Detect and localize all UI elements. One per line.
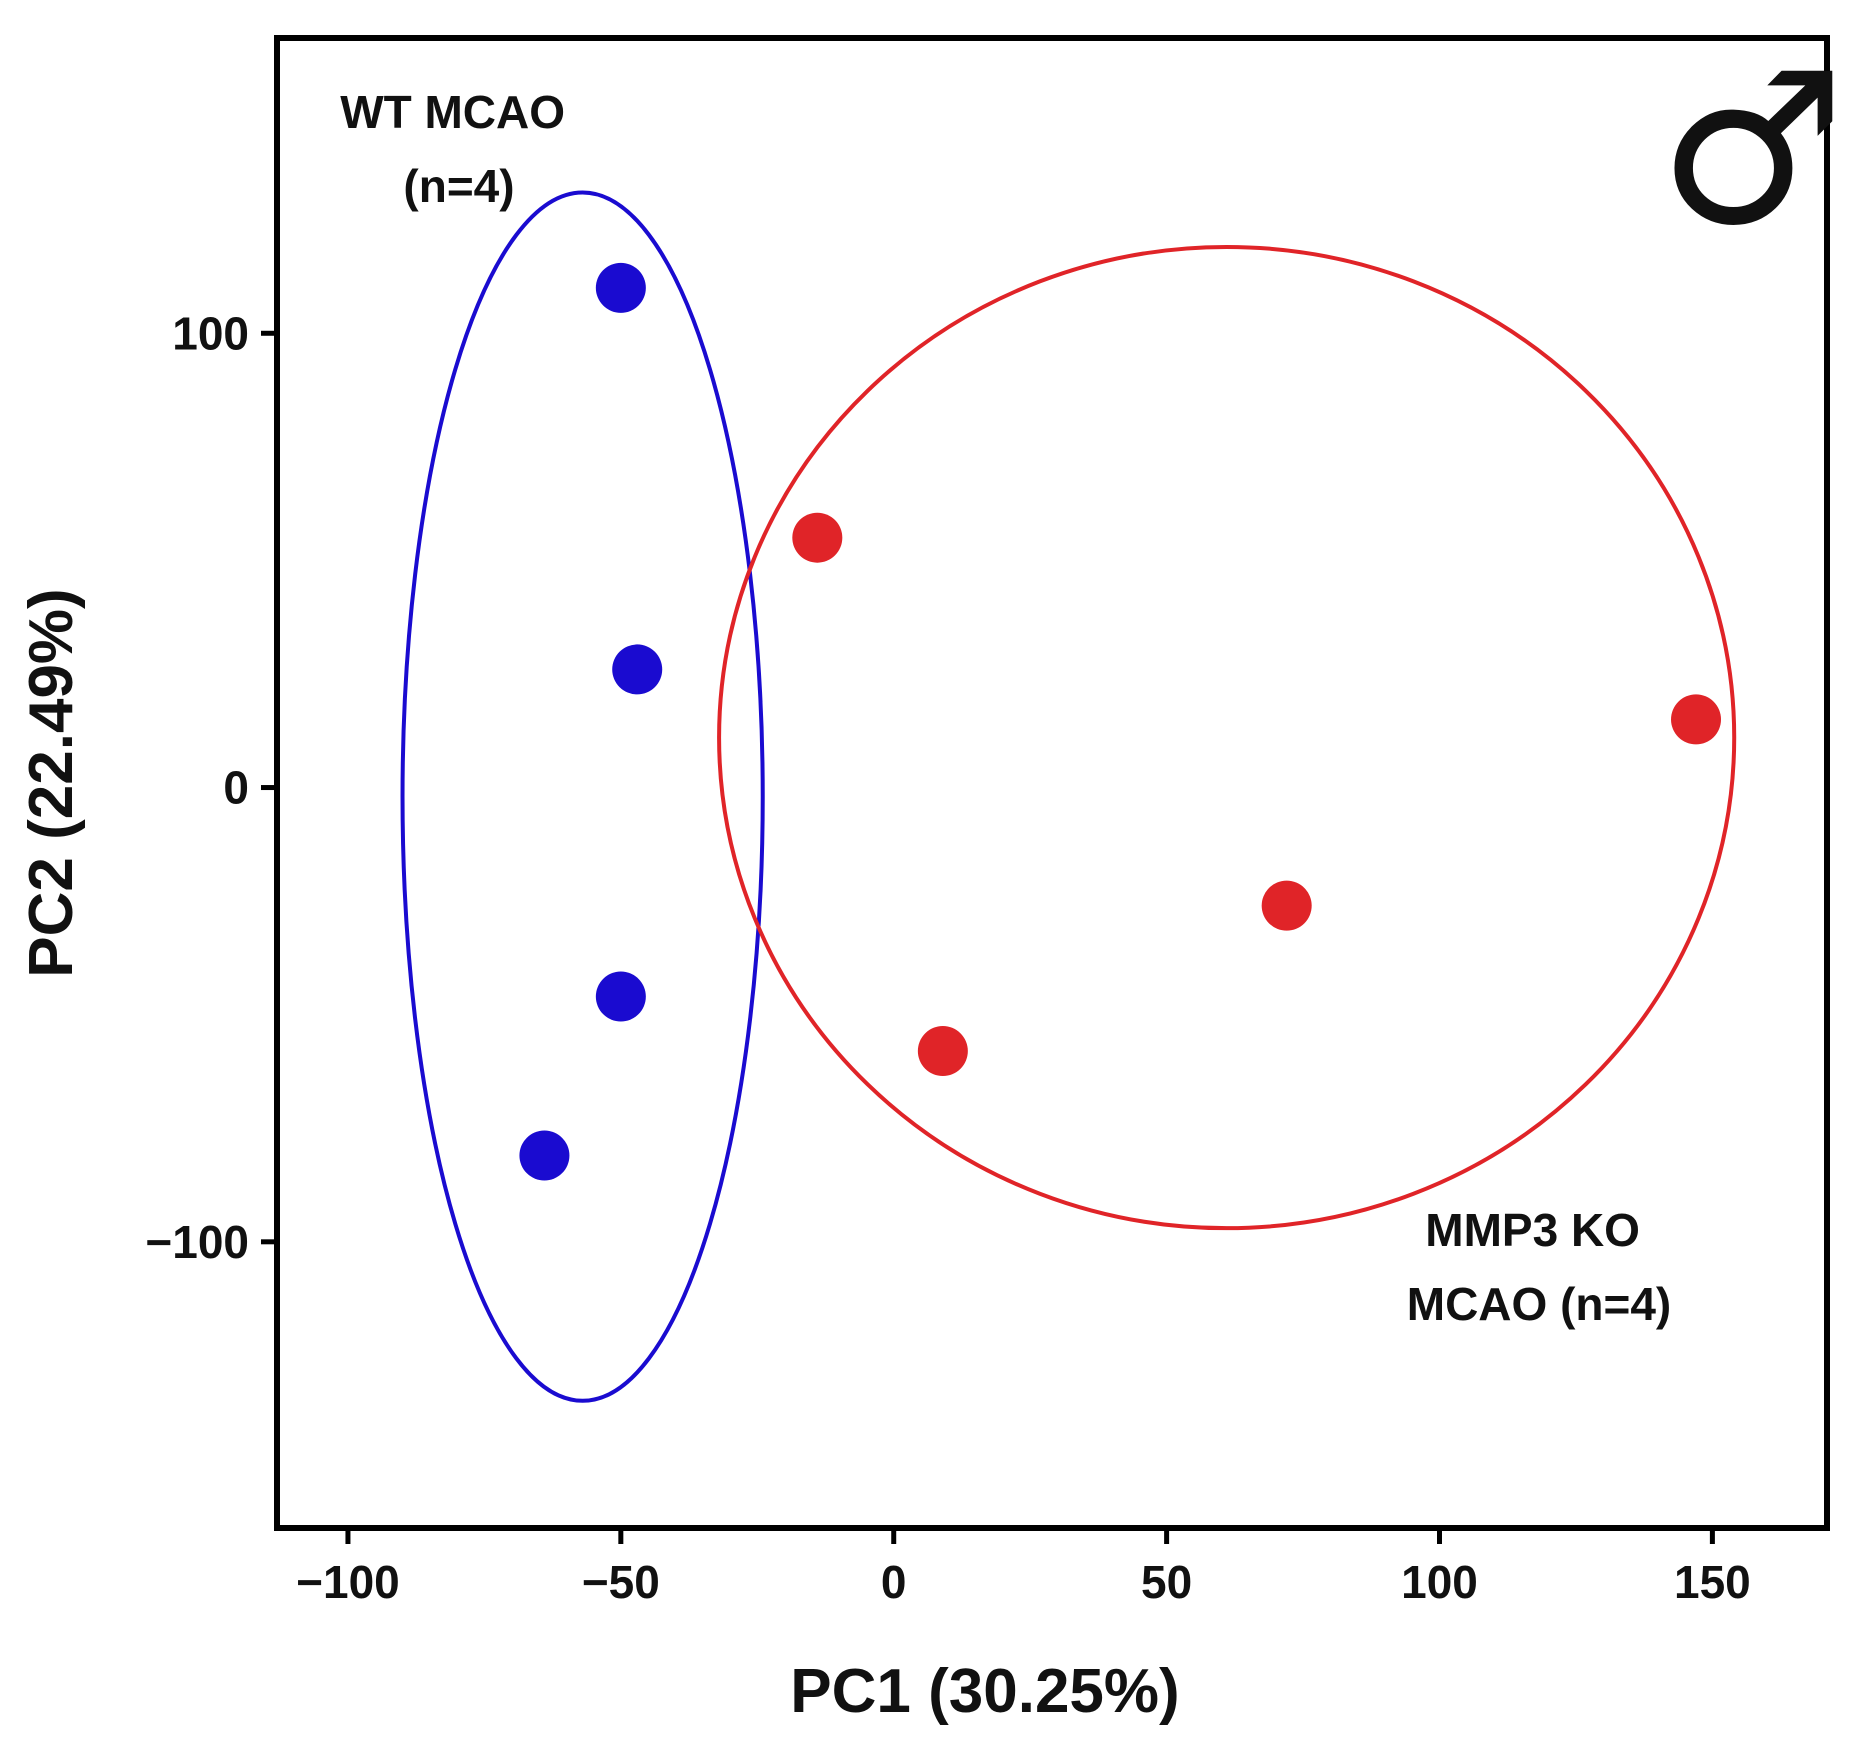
y-axis-title: PC2 (22.49%)	[17, 588, 86, 977]
y-tick-label-2: 100	[172, 307, 249, 359]
male-symbol-icon: ♂	[1658, 27, 1846, 272]
y-tick-label-1: 0	[223, 762, 249, 814]
data-point-s0-3	[519, 1130, 570, 1181]
data-point-s0-2	[595, 971, 646, 1022]
x-tick-label-3: 50	[1141, 1556, 1192, 1608]
x-tick-label-5: 150	[1674, 1556, 1751, 1608]
data-point-s0-1	[612, 644, 663, 695]
wt-group-label: WT MCAO (n=4)	[340, 86, 578, 212]
x-tick-label-1: −50	[582, 1556, 660, 1608]
data-point-s1-0	[792, 512, 843, 563]
ko-group-label-line-1: MMP3 KO	[1425, 1204, 1640, 1256]
y-tick-label-0: −100	[145, 1216, 249, 1268]
data-point-s1-3	[917, 1026, 968, 1077]
group-ellipse-1	[717, 244, 1737, 1231]
ko-group-label-line-2: MCAO (n=4)	[1407, 1278, 1672, 1330]
x-axis-title: PC1 (30.25%)	[790, 1657, 1179, 1726]
data-point-s1-2	[1261, 880, 1312, 931]
data-point-s0-0	[595, 262, 646, 313]
x-axis: −100 −50 0 50 100 150	[296, 1528, 1751, 1608]
x-tick-label-0: −100	[296, 1556, 400, 1608]
wt-group-label-line-2: (n=4)	[403, 160, 514, 212]
plot-frame	[274, 35, 1830, 1531]
group-ellipse-0	[400, 190, 765, 1403]
x-tick-label-2: 0	[881, 1556, 907, 1608]
point-layer	[519, 262, 1722, 1181]
ko-group-label: MMP3 KO MCAO (n=4)	[1407, 1204, 1672, 1330]
ellipse-layer	[400, 190, 1737, 1403]
y-axis: −100 0 100	[145, 307, 277, 1268]
wt-group-label-line-1: WT MCAO	[340, 86, 565, 138]
x-tick-label-4: 100	[1401, 1556, 1478, 1608]
data-point-s1-1	[1671, 694, 1722, 745]
